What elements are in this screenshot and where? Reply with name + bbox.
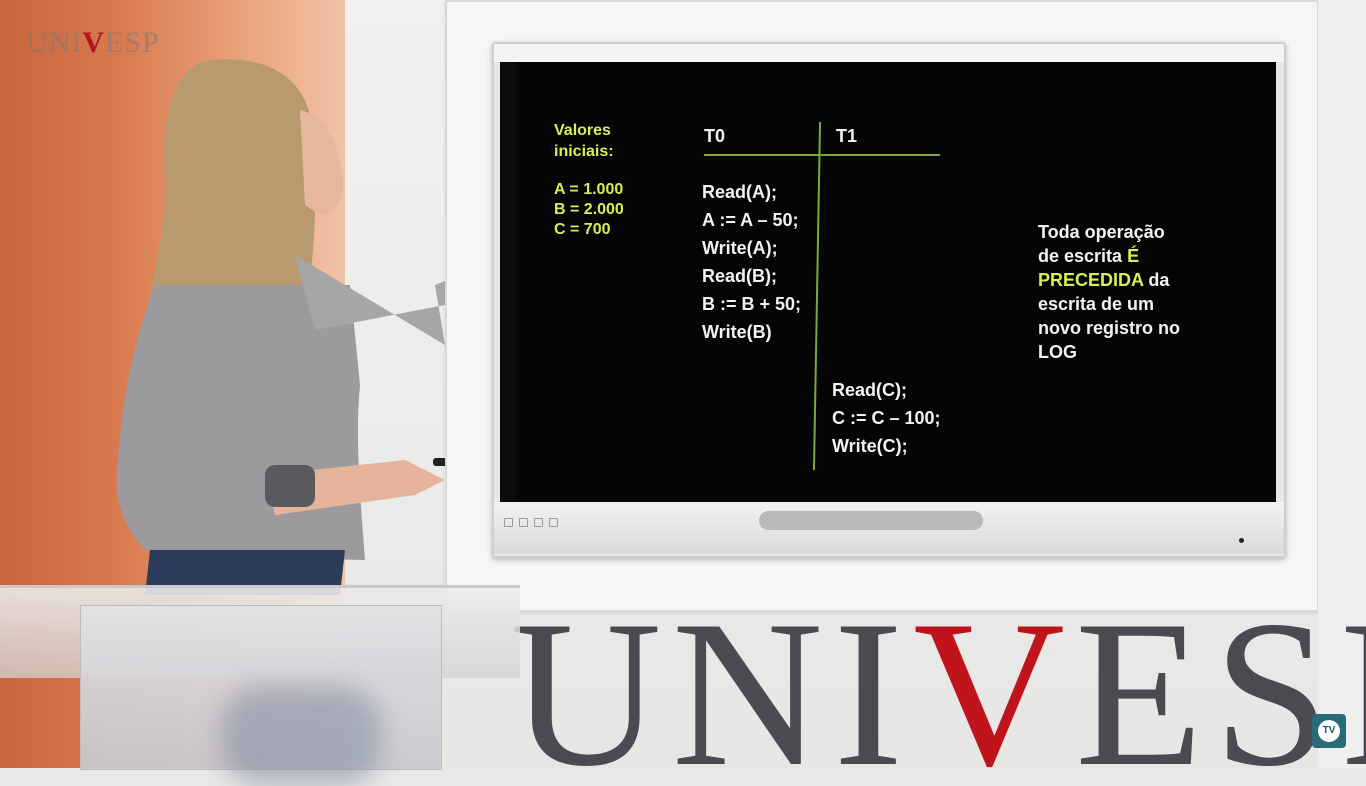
t0-op: Read(A); (702, 182, 777, 202)
t1-op: Read(C); (832, 380, 907, 400)
note-line-2-highlight: É (1127, 246, 1140, 266)
t1-op: C := C – 100; (832, 408, 941, 428)
podium-blur (221, 686, 381, 786)
display-monitor: Valores iniciais: A = 1.000 B = 2.000 C … (492, 42, 1286, 558)
note-line-4: escrita de um (1038, 294, 1155, 314)
initial-value-a: A = 1.000 (554, 181, 624, 198)
initial-value-b: B = 2.000 (554, 201, 624, 218)
note-line-3-highlight: PRECEDIDA (1038, 270, 1144, 290)
power-indicator-icon (1239, 538, 1244, 543)
note-line-6: LOG (1038, 342, 1077, 362)
corner-logo-left: UNI (26, 26, 83, 59)
podium-front (80, 605, 442, 786)
corner-logo-v: V (82, 26, 105, 59)
note-line-2-text: de escrita (1038, 246, 1128, 266)
t0-op: B := B + 50; (702, 294, 802, 314)
t0-op: Write(B) (702, 322, 772, 342)
note-line-3-text: da (1143, 270, 1170, 290)
corner-logo-right: ESP (105, 26, 160, 59)
initial-values-heading-2: iniciais: (554, 143, 614, 160)
table-divider-line (812, 122, 822, 470)
corner-watermark-logo: UNI V ESP (26, 20, 160, 66)
table-header-line (704, 154, 940, 156)
t1-header: T1 (836, 126, 858, 146)
note-line-5: novo registro no (1038, 318, 1181, 338)
wall-logo-left: UNI (510, 602, 914, 768)
monitor-bottom-bezel (494, 502, 1284, 554)
tv-badge-label: TV (1318, 720, 1340, 742)
wall-logo-v: V (913, 602, 1075, 768)
monitor-slider-bar (759, 511, 983, 530)
initial-values-heading-1: Valores (554, 122, 611, 139)
t0-op: A := A – 50; (702, 210, 799, 230)
wall-panel-edge (1318, 0, 1366, 768)
monitor-controls (504, 518, 576, 528)
t0-op: Read(B); (702, 266, 777, 286)
initial-value-c: C = 700 (554, 221, 611, 238)
presenter-figure (116, 59, 445, 595)
monitor-top-bezel (494, 44, 1284, 62)
slide-screen: Valores iniciais: A = 1.000 B = 2.000 C … (500, 62, 1276, 502)
note-line-1: Toda operação (1038, 222, 1165, 242)
tv-channel-badge-icon: TV (1312, 714, 1346, 748)
note-line-2: de escrita É (1038, 246, 1139, 267)
t1-op: Write(C); (832, 436, 908, 456)
podium (0, 585, 520, 786)
t0-op: Write(A); (702, 238, 778, 258)
note-line-3: PRECEDIDA da (1038, 270, 1169, 291)
t0-header: T0 (704, 126, 726, 146)
